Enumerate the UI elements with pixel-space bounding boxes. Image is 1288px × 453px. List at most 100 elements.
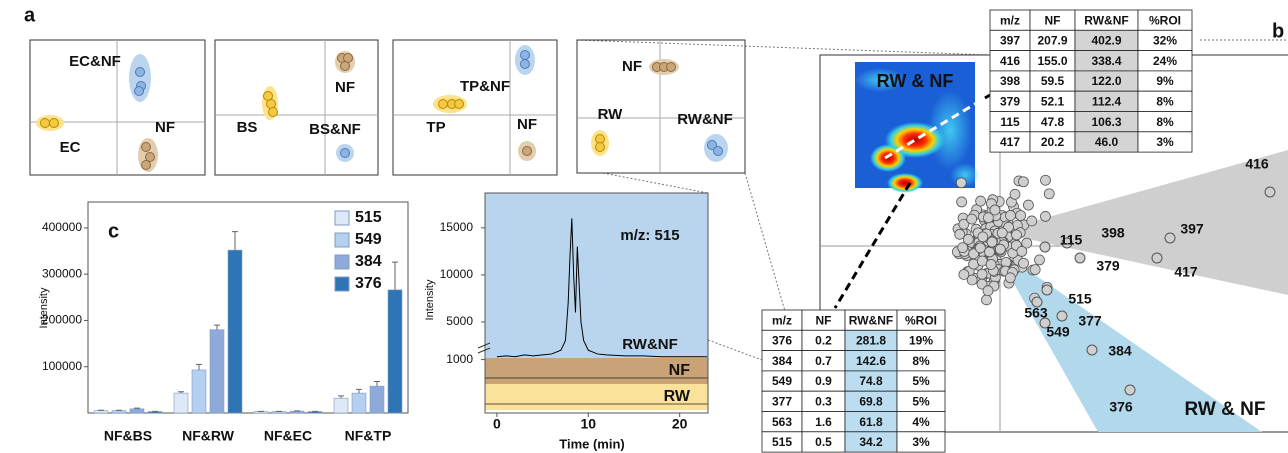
legend-swatch [335, 277, 349, 291]
x-tick-label: 10 [580, 416, 596, 432]
sample-point [714, 147, 723, 156]
loading-point [957, 197, 967, 207]
bar [290, 411, 304, 413]
table-header: NF [816, 313, 832, 327]
loading-point [1040, 211, 1050, 221]
loading-point [987, 237, 997, 247]
plot-background [485, 193, 708, 358]
loading-point [985, 247, 995, 257]
point-label: 416 [1245, 156, 1269, 172]
loading-point [1010, 189, 1020, 199]
loading-point [1034, 255, 1044, 265]
loading-point [1006, 210, 1016, 220]
table-value: 3% [1156, 135, 1174, 149]
table-value: 74.8 [859, 374, 883, 388]
loading-point [1017, 246, 1027, 256]
labeled-point [1040, 242, 1050, 252]
legend-label: 384 [355, 253, 382, 270]
group-label: NF [622, 58, 642, 75]
labeled-point [1075, 253, 1085, 263]
sample-point [439, 100, 448, 109]
band-label: RW [664, 388, 691, 405]
table-value: 122.0 [1091, 74, 1121, 88]
table-value: 8% [1156, 115, 1174, 129]
table-value: 9% [1156, 74, 1174, 88]
table-value: 377 [772, 395, 792, 409]
loading-point [959, 269, 969, 279]
point-label: 398 [1101, 225, 1125, 241]
loading-point [976, 196, 986, 206]
table-value: 155.0 [1037, 54, 1067, 68]
table-value: 52.1 [1041, 95, 1065, 109]
group-label: RW&NF [677, 111, 733, 128]
error-bar [356, 389, 362, 393]
y-tick-label: 5000 [446, 314, 473, 328]
y-axis-label: Intensity [424, 279, 436, 320]
sample-point [135, 87, 144, 96]
panel-label: a [24, 4, 36, 26]
y-tick-label: 10000 [440, 267, 474, 281]
band-label: NF [669, 362, 691, 379]
table-value: 32% [1153, 34, 1177, 48]
table-value: 379 [1000, 95, 1020, 109]
table-value: 142.6 [856, 354, 886, 368]
group-label: EC&NF [69, 53, 121, 70]
link [985, 95, 990, 98]
point-label: 515 [1068, 291, 1092, 307]
bar [174, 393, 188, 413]
table-value: 549 [772, 374, 792, 388]
error-bar [392, 262, 398, 290]
legend-swatch [335, 255, 349, 269]
loading-point [967, 214, 977, 224]
sample-point [41, 119, 50, 128]
table-value: 1.6 [815, 415, 832, 429]
panel-label: b [1272, 20, 1284, 42]
loading-point [997, 228, 1007, 238]
table-value: 416 [1000, 54, 1020, 68]
point-label: 549 [1046, 324, 1070, 340]
group-label: RW [598, 106, 624, 123]
x-tick-label: NF&EC [264, 428, 312, 444]
bar [130, 409, 144, 413]
y-tick-label: 15000 [440, 220, 474, 234]
error-bar [196, 364, 202, 370]
legend-label: 515 [355, 209, 382, 226]
bar [112, 411, 126, 413]
group-label: BS&NF [309, 121, 361, 138]
x-tick-label: 0 [493, 416, 501, 432]
table-header: RW&NF [849, 313, 893, 327]
legend-swatch [335, 233, 349, 247]
labeled-point [1165, 233, 1175, 243]
point-label: 379 [1096, 258, 1120, 274]
bar [210, 330, 224, 413]
region-label: RW & NF [1185, 399, 1266, 420]
table-header: RW&NF [1084, 13, 1128, 27]
point-label: 376 [1109, 399, 1133, 415]
table-value: 397 [1000, 34, 1020, 48]
table-value: 207.9 [1037, 34, 1067, 48]
group-label: NF [335, 79, 355, 96]
table-value: 376 [772, 334, 792, 348]
loading-point [1005, 273, 1015, 283]
legend-label: 376 [355, 275, 382, 292]
y-tick-label: 100000 [42, 359, 82, 373]
sample-point [667, 63, 676, 72]
table-value: 4% [912, 415, 930, 429]
x-tick-label: NF&BS [104, 428, 152, 444]
table-value: 106.3 [1091, 115, 1121, 129]
table-value: 5% [912, 395, 930, 409]
bar [352, 393, 366, 413]
sample-point [341, 149, 350, 158]
loading-point [1016, 211, 1026, 221]
y-tick-label: 400000 [42, 220, 82, 234]
loading-point [1018, 177, 1028, 187]
table-value: 398 [1000, 74, 1020, 88]
table-value: 115 [1000, 115, 1020, 129]
heatmap-title: RW & NF [877, 71, 954, 91]
bar [94, 411, 108, 413]
sample-point [523, 147, 532, 156]
loading-point [1023, 200, 1033, 210]
y-tick-label: 1000 [446, 352, 473, 366]
y-tick-label: 300000 [42, 266, 82, 280]
point-label: 377 [1078, 313, 1102, 329]
